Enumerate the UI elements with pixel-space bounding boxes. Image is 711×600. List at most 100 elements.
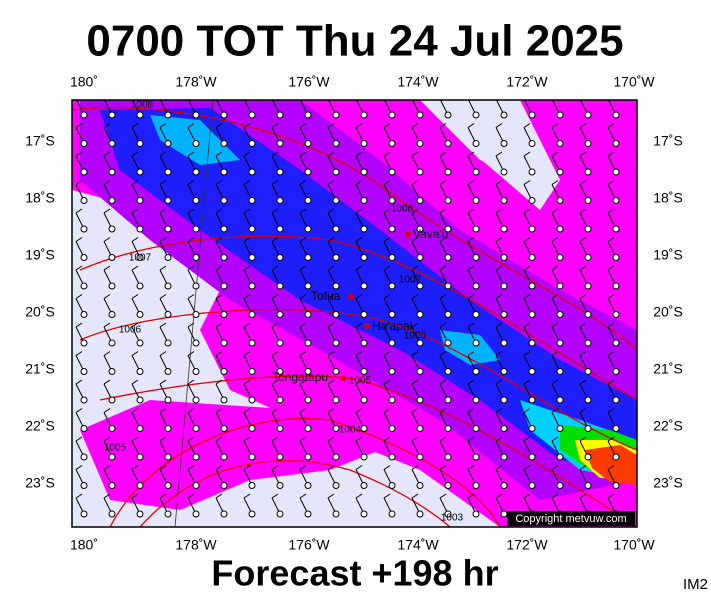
barb-flag bbox=[271, 493, 279, 499]
title: 0700 TOT Thu 24 Jul 2025 bbox=[86, 17, 623, 66]
barb-flag bbox=[76, 95, 82, 99]
barb-flag bbox=[495, 436, 503, 442]
barb-flag bbox=[579, 180, 587, 185]
barb-station bbox=[416, 396, 424, 404]
copyright: Copyright metvuw.com bbox=[515, 513, 626, 525]
barb-flag bbox=[103, 493, 111, 499]
barb-station bbox=[528, 482, 536, 489]
barb-station bbox=[248, 225, 256, 233]
barb-station bbox=[192, 453, 200, 461]
barb-station bbox=[304, 254, 312, 261]
barb-flag bbox=[579, 151, 587, 157]
lat-label: 21˚S bbox=[25, 361, 55, 377]
barb-flag bbox=[411, 493, 419, 499]
isobar-label: 1006 bbox=[404, 331, 427, 342]
barb-flag bbox=[271, 351, 279, 356]
barb-station bbox=[388, 140, 396, 147]
barb-flag bbox=[468, 95, 474, 99]
barb-flag bbox=[411, 408, 419, 413]
barb-station bbox=[472, 225, 480, 233]
barb-flag bbox=[551, 265, 559, 271]
barb-station bbox=[556, 254, 564, 261]
barb-station bbox=[584, 168, 592, 176]
barb-station bbox=[444, 197, 452, 204]
barb-station bbox=[556, 282, 564, 290]
barb-station bbox=[444, 453, 452, 461]
barb-flag bbox=[495, 294, 503, 299]
barb-flag bbox=[216, 95, 222, 99]
barb-flag bbox=[439, 379, 447, 385]
barb-flag bbox=[187, 436, 195, 442]
barb-flag bbox=[579, 408, 587, 413]
barb-flag bbox=[607, 265, 615, 271]
barb-flag bbox=[383, 294, 391, 299]
place-label: Vava'u bbox=[413, 227, 448, 241]
barb-station bbox=[388, 311, 396, 318]
barb-station bbox=[360, 368, 368, 375]
barb-flag bbox=[467, 493, 475, 499]
barb-flag bbox=[411, 208, 419, 214]
barb-station bbox=[192, 510, 200, 518]
barb-flag bbox=[607, 493, 615, 499]
barb-flag bbox=[439, 322, 447, 328]
barb-station bbox=[276, 510, 284, 518]
barb-station bbox=[136, 254, 144, 261]
barb-station bbox=[332, 368, 340, 375]
barb-station bbox=[164, 254, 172, 261]
barb-flag bbox=[607, 465, 615, 470]
barb-station bbox=[220, 168, 228, 176]
barb-flag bbox=[439, 123, 447, 128]
barb-flag bbox=[383, 465, 391, 470]
barb-flag bbox=[523, 265, 531, 271]
barb-flag bbox=[411, 465, 419, 470]
barb-station bbox=[248, 282, 256, 290]
barb-station bbox=[360, 339, 368, 347]
barb-station bbox=[472, 510, 480, 518]
barb-flag bbox=[383, 351, 391, 356]
barb-station bbox=[556, 396, 564, 404]
barb-flag bbox=[271, 237, 279, 242]
barb-station bbox=[472, 396, 480, 404]
barb-flag bbox=[299, 208, 307, 214]
barb-flag bbox=[103, 237, 111, 242]
barb-station bbox=[444, 396, 452, 404]
barb-station bbox=[556, 368, 564, 375]
barb-station bbox=[612, 140, 620, 147]
barb-flag bbox=[103, 208, 111, 214]
barb-station bbox=[164, 140, 172, 147]
barb-flag bbox=[495, 180, 503, 185]
barb-station bbox=[220, 225, 228, 233]
barb-station bbox=[556, 453, 564, 461]
barb-station bbox=[220, 339, 228, 347]
barb-station bbox=[612, 254, 620, 261]
barb-flag bbox=[243, 465, 251, 470]
barb-flag bbox=[243, 322, 251, 328]
barb-station bbox=[80, 282, 88, 290]
lon-label: 178˚W bbox=[175, 74, 217, 90]
barb-station bbox=[528, 396, 536, 404]
barb-station bbox=[612, 482, 620, 489]
barb-flag bbox=[495, 208, 503, 214]
barb-flag bbox=[299, 408, 307, 413]
barb-flag bbox=[243, 151, 251, 157]
barb-flag bbox=[467, 151, 475, 157]
barb-flag bbox=[355, 151, 363, 157]
barb-station bbox=[360, 254, 368, 261]
barb-flag bbox=[271, 208, 279, 214]
barb-flag bbox=[579, 351, 587, 356]
barb-station bbox=[80, 510, 88, 518]
barb-station bbox=[612, 168, 620, 176]
barb-station bbox=[500, 368, 508, 375]
barb-station bbox=[136, 111, 144, 119]
barb-flag bbox=[523, 465, 531, 470]
barb-station bbox=[612, 339, 620, 347]
lon-label: 170˚W bbox=[613, 537, 655, 553]
barb-flag bbox=[299, 151, 307, 157]
barb-station bbox=[192, 482, 200, 489]
barb-station bbox=[192, 197, 200, 204]
barb-flag bbox=[243, 265, 251, 271]
barb-flag bbox=[607, 408, 615, 413]
lat-label: 19˚S bbox=[25, 247, 55, 263]
barb-station bbox=[388, 197, 396, 204]
